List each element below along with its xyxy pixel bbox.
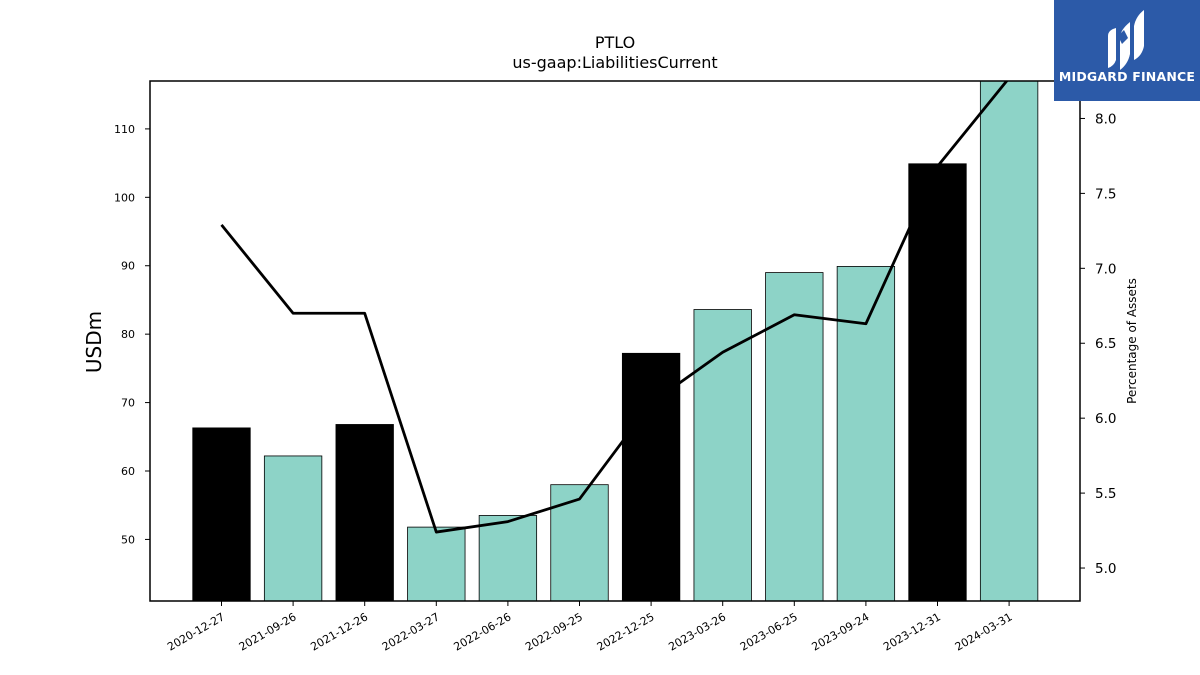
- bar: [621, 352, 681, 602]
- plot-frame: [149, 80, 1081, 602]
- y2-tick-label: 5.0: [1095, 561, 1116, 577]
- x-tick-label: 2024-03-31: [953, 610, 1015, 653]
- x-tick-label: 2020-12-27: [165, 610, 227, 653]
- x-tick-label: 2022-09-25: [523, 610, 585, 653]
- y2-tick-label: 7.5: [1095, 186, 1116, 202]
- x-tick-label: 2022-03-27: [380, 610, 442, 653]
- chart-title: PTLO: [595, 33, 635, 52]
- x-tick-label: 2021-12-26: [308, 610, 370, 653]
- bar: [836, 266, 896, 602]
- y-tick-label: 80: [121, 328, 135, 341]
- y2-tick-label: 7.0: [1095, 261, 1116, 277]
- x-tick-label: 2022-12-25: [595, 610, 657, 653]
- bar: [407, 526, 466, 602]
- y2-tick-label: 5.5: [1095, 486, 1116, 502]
- y-tick-label: 70: [121, 397, 135, 410]
- y2-tick-label: 8.0: [1095, 111, 1116, 127]
- x-tick-label: 2022-06-26: [452, 610, 514, 653]
- y2-axis-label: Percentage of Assets: [1125, 278, 1139, 404]
- x-tick-label: 2021-09-26: [237, 610, 299, 653]
- x-tick-label: 2023-09-24: [810, 610, 872, 653]
- bar: [550, 484, 609, 602]
- logo-text: MIDGARD FINANCE: [1058, 69, 1196, 84]
- bar: [693, 309, 752, 602]
- bar: [263, 455, 323, 602]
- bar: [478, 515, 538, 602]
- y2-tick-label: 6.0: [1095, 411, 1116, 427]
- x-tick-label: 2023-06-25: [738, 610, 800, 653]
- y-tick-label: 90: [121, 260, 135, 273]
- y-axis-label: USDm: [82, 311, 106, 373]
- y-tick-label: 60: [121, 465, 135, 478]
- bar: [908, 163, 967, 602]
- y-tick-label: 50: [121, 533, 135, 546]
- x-tick-label: 2023-12-31: [881, 610, 943, 653]
- brand-logo: MIDGARD FINANCE: [1054, 0, 1200, 101]
- line-path: [220, 81, 1009, 534]
- logo-mark-icon: [1108, 10, 1144, 70]
- y2-tick-label: 6.5: [1095, 336, 1116, 352]
- y-tick-label: 110: [114, 123, 135, 136]
- bar: [192, 427, 251, 602]
- bar: [335, 424, 394, 602]
- chart-subtitle: us-gaap:LiabilitiesCurrent: [512, 53, 717, 72]
- bar: [979, 80, 1039, 602]
- bar-series: [192, 80, 1039, 602]
- y-tick-label: 100: [114, 191, 135, 204]
- line-series: [220, 81, 1009, 534]
- bar: [765, 272, 824, 602]
- x-tick-label: 2023-03-26: [666, 610, 728, 653]
